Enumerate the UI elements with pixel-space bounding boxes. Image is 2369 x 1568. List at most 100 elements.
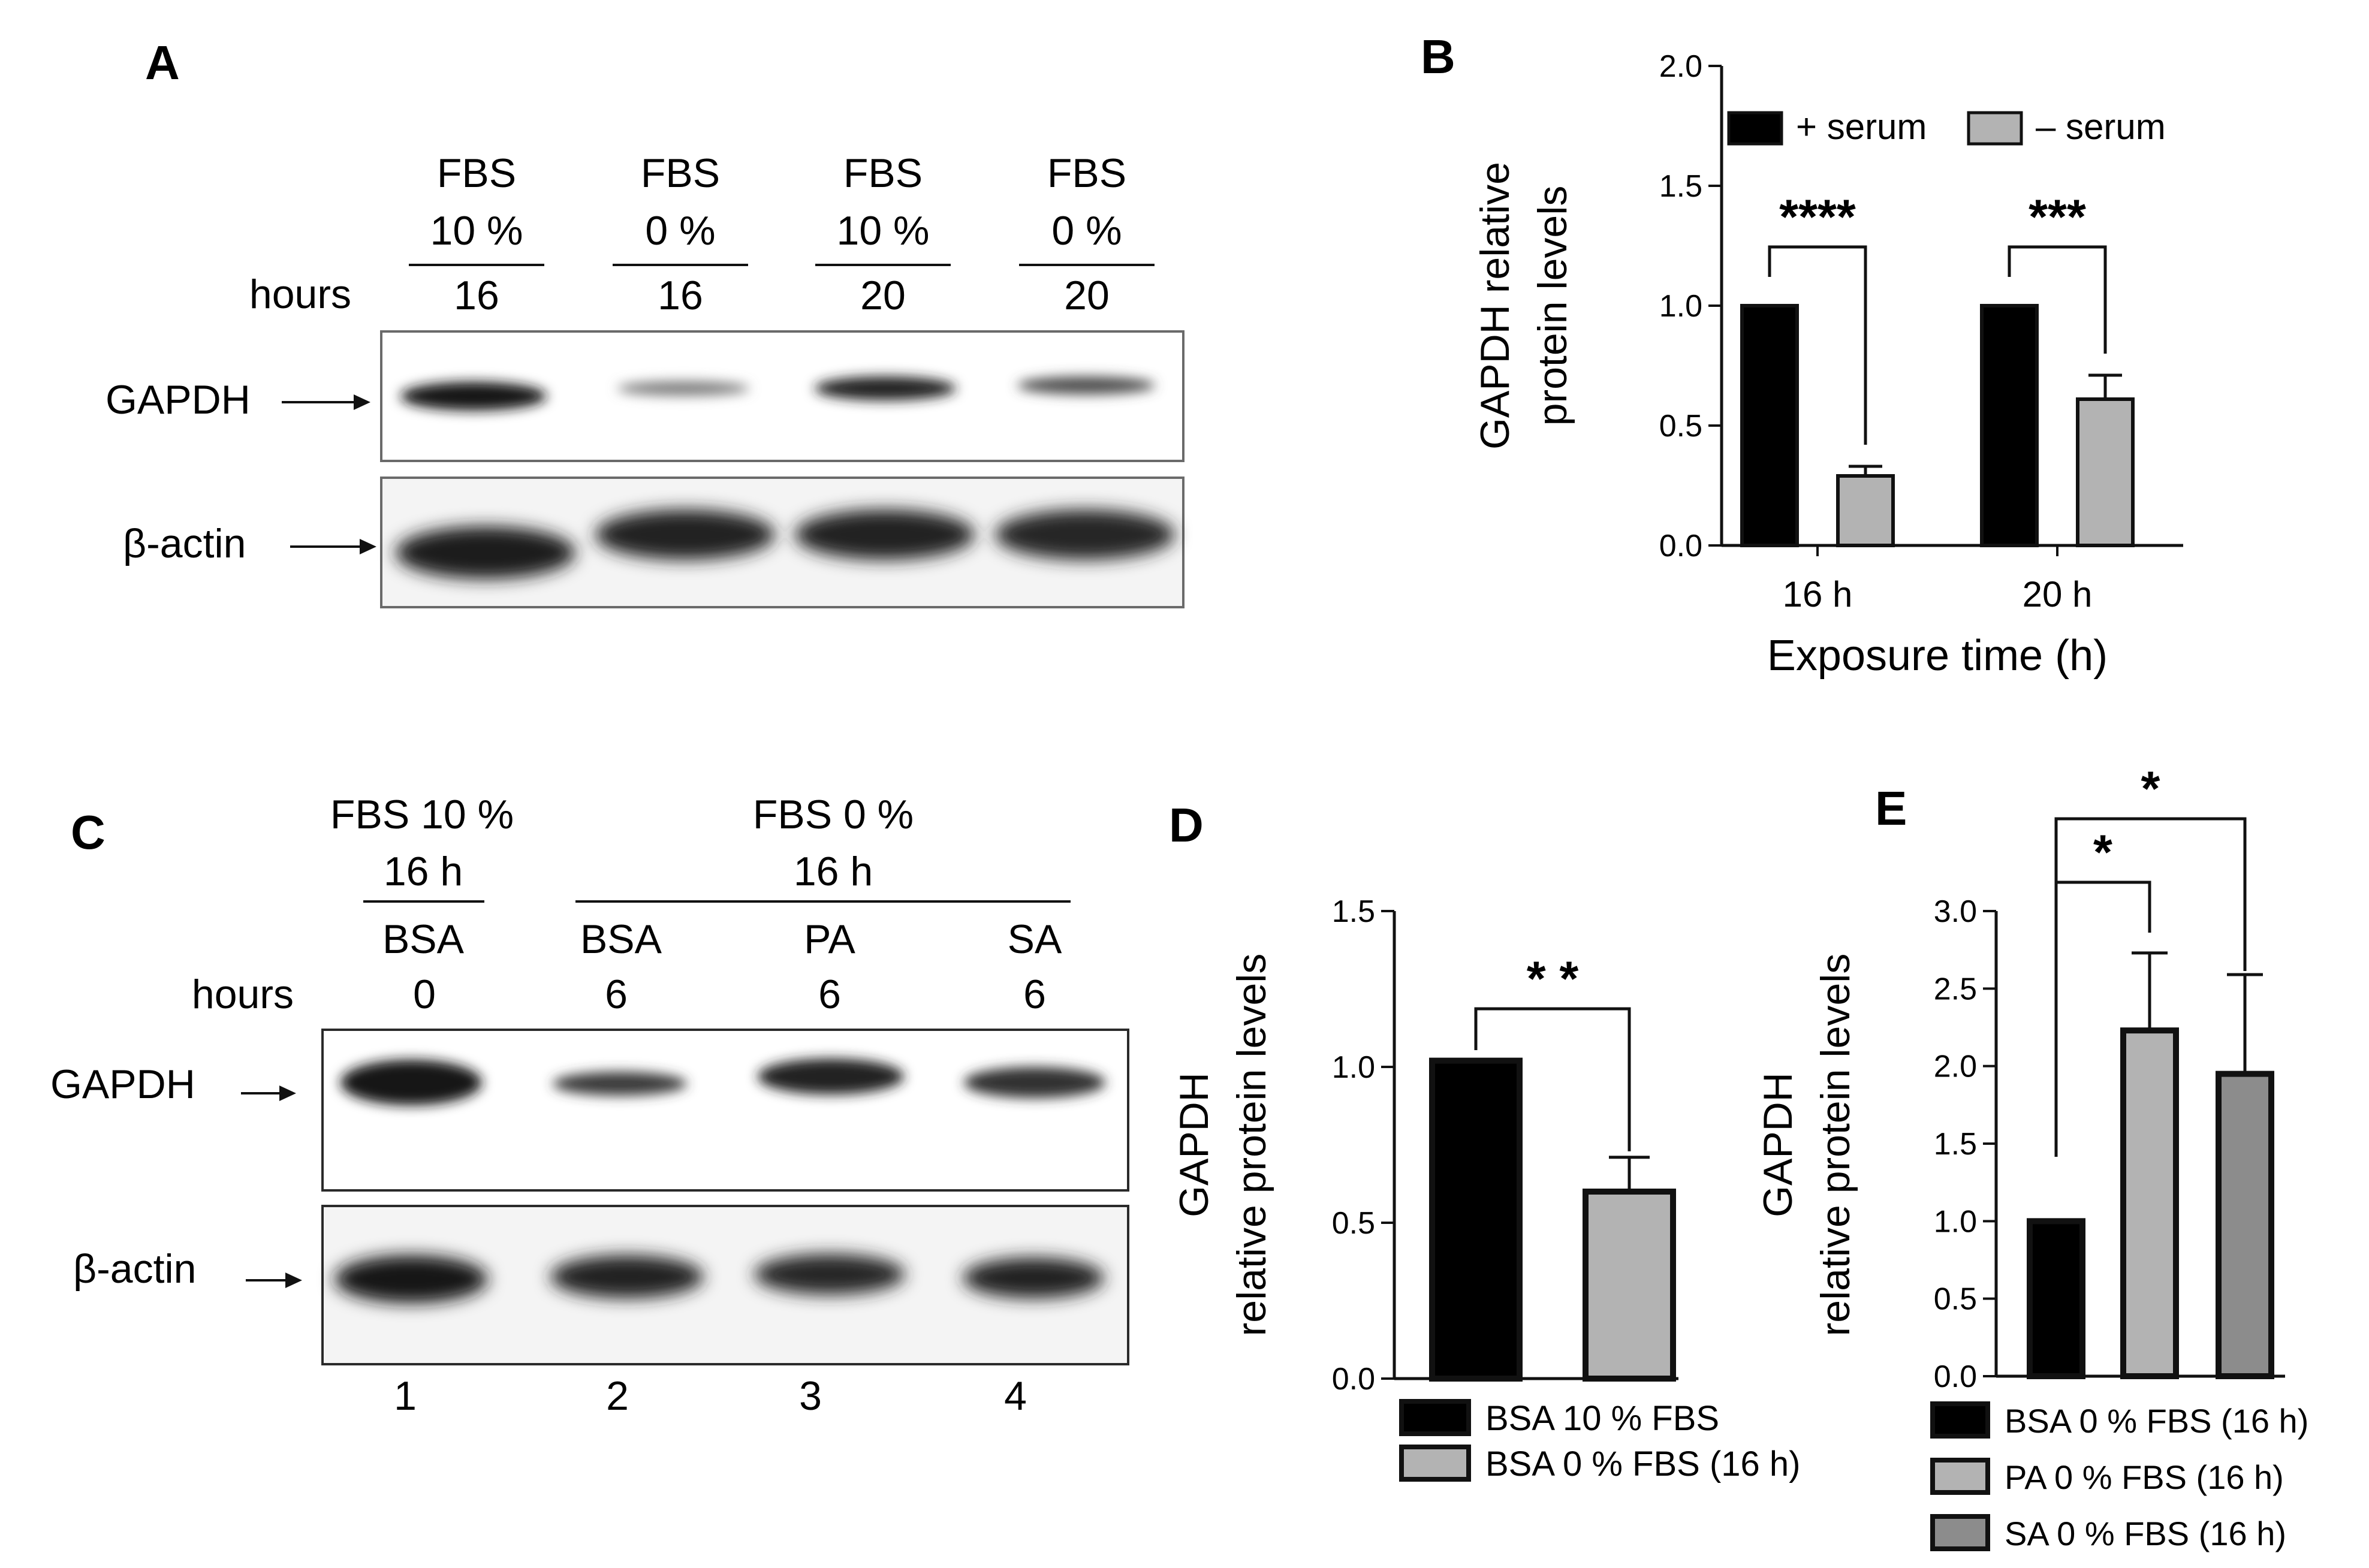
- lane-c2-treatment: BSA: [580, 916, 662, 962]
- band-a-gapdh-1: [400, 382, 547, 411]
- chart-e-significance-label: *: [2141, 762, 2160, 816]
- chart-e-y-tick-label: 2.0: [1934, 1050, 1977, 1084]
- chart-e-significance-label: *: [2093, 825, 2112, 880]
- band-c-actin-1: [334, 1255, 488, 1303]
- panel-c-gapdh-arrow-head: [279, 1085, 296, 1101]
- chart-e-legend-label: SA 0 % FBS (16 h): [2005, 1515, 2286, 1552]
- lane-c2-hours: 6: [605, 972, 628, 1017]
- chart-e-y-tick-label: 2.5: [1934, 972, 1977, 1006]
- chart-e-legend-label: BSA 0 % FBS (16 h): [2005, 1402, 2308, 1440]
- chart-d-significance-label: * *: [1527, 952, 1579, 1006]
- panel-a-lane-headers: FBS 10 % 16 FBS 0 % 16 FBS 10 % 20 FBS 0…: [409, 150, 1155, 318]
- lane-a4-fbs-value: 0 %: [1051, 208, 1122, 254]
- chart-b-y-tick-label: 1.0: [1659, 289, 1702, 324]
- chart-b-x-tick-label: 16 h: [1783, 574, 1853, 614]
- lane-a3-fbs-label: FBS: [843, 150, 923, 196]
- blot-a-actin-bands: [396, 509, 1175, 579]
- chart-d-bar: [1583, 1189, 1676, 1382]
- band-a-actin-1: [396, 526, 575, 579]
- lane-c3-hours: 6: [818, 972, 841, 1017]
- panel-letter-b: B: [1421, 30, 1455, 83]
- blot-c-actin-bands: [334, 1254, 1104, 1303]
- band-c-actin-3: [754, 1254, 905, 1295]
- blot-a-gapdh-bands: [400, 376, 1155, 411]
- panel-letter-d: D: [1169, 798, 1204, 852]
- group1-title: FBS 10 %: [330, 792, 514, 837]
- panel-c-actin-label: β-actin: [73, 1246, 196, 1292]
- lane-a2-fbs-value: 0 %: [645, 208, 715, 254]
- lane-a1-fbs-value: 10 %: [430, 208, 523, 254]
- chart-b-y-tick-label: 1.5: [1659, 169, 1702, 204]
- chart-e-bar: [2216, 1071, 2274, 1379]
- band-c-gapdh-1: [340, 1060, 482, 1105]
- lane-c1-hours: 0: [413, 972, 436, 1017]
- panel-letter-c: C: [71, 806, 106, 859]
- chart-e-legend-swatch: [1930, 1401, 1990, 1439]
- lane-a4-fbs-label: FBS: [1047, 150, 1126, 196]
- lane-a2-fbs-label: FBS: [641, 150, 720, 196]
- panel-c-hours-label: hours: [192, 972, 294, 1017]
- panel-a-actin-arrow-head: [360, 539, 376, 554]
- panel-letter-a: A: [145, 36, 180, 89]
- chart-e-y-tick-label: 1.0: [1934, 1204, 1977, 1239]
- lane-a2-hours: 16: [658, 273, 703, 318]
- chart-d-significance-bracket: [1474, 1007, 1631, 1151]
- blot-c-gapdh-frame: [321, 1029, 1129, 1192]
- chart-b-y-axis-label: GAPDH relative: [1472, 162, 1518, 450]
- chart-e-bar: [2027, 1218, 2085, 1380]
- panel-a-actin-label: β-actin: [123, 521, 246, 566]
- chart-b-significance-label: ****: [1779, 190, 1856, 245]
- chart-b-legend-label-plus-serum: + serum: [1796, 107, 1927, 147]
- chart-e-y-tick-label: 3.0: [1934, 894, 1977, 929]
- chart-d-y-tick-label: 1.0: [1332, 1050, 1375, 1085]
- chart-e-y-axis-label: relative protein levels: [1813, 954, 1858, 1337]
- chart-d-legend-label: BSA 10 % FBS: [1485, 1399, 1719, 1438]
- lane-c1-number: 1: [394, 1373, 417, 1419]
- chart-b: 0.0 0.5 1.0 1.5 2.0 GAPDH relative protein lev…: [1472, 49, 2183, 680]
- chart-d-y-tick-label: 1.5: [1332, 894, 1375, 929]
- panel-c: C FBS 10 % 16 h FBS 0 % 16 h BSA BSA PA …: [50, 792, 1129, 1419]
- chart-d-bar: [1429, 1057, 1523, 1382]
- lane-c3-number: 3: [799, 1373, 822, 1419]
- lane-a3-hours: 20: [860, 273, 906, 318]
- chart-e-legend-swatch: [1930, 1458, 1990, 1495]
- band-c-actin-2: [550, 1255, 704, 1298]
- lane-c2-number: 2: [606, 1373, 629, 1419]
- chart-e-bar: [2120, 1027, 2179, 1379]
- group2-time: 16 h: [794, 849, 873, 894]
- lane-a3-fbs-value: 10 %: [837, 208, 930, 254]
- panel-c-headers: FBS 10 % 16 h FBS 0 % 16 h BSA BSA PA SA…: [330, 792, 1071, 1419]
- chart-e-y-tick-label: 0.0: [1934, 1359, 1977, 1394]
- band-a-actin-3: [795, 509, 975, 560]
- chart-b-legend-swatch-minus-serum: [1967, 111, 2023, 146]
- group2-title: FBS 0 %: [753, 792, 914, 837]
- chart-e: 0.0 0.5 1.0 1.5 2.0 2.5 3.0 GAPDH relative prote…: [1755, 762, 2308, 1552]
- chart-d-legend-swatch: [1399, 1445, 1471, 1482]
- panel-a-gapdh-label: GAPDH: [106, 377, 251, 423]
- chart-b-y-axis-label: protein levels: [1530, 186, 1575, 426]
- lane-a1-hours: 16: [454, 273, 499, 318]
- chart-b-y-tick-label: 2.0: [1659, 49, 1702, 84]
- panel-a: A FBS 10 % 16 FBS 0 % 16 FBS 10 % 20 FBS…: [106, 36, 1184, 608]
- chart-b-bar-plus-serum: [1740, 304, 1799, 547]
- chart-b-significance-bracket: [2008, 245, 2107, 354]
- chart-b-y-tick-label: 0.5: [1659, 409, 1702, 444]
- chart-e-legend-label: PA 0 % FBS (16 h): [2005, 1458, 2284, 1496]
- chart-b-legend-swatch-plus-serum: [1727, 111, 1783, 146]
- chart-d-y-axis-label: relative protein levels: [1229, 954, 1274, 1337]
- band-a-gapdh-4: [1017, 376, 1155, 394]
- chart-b-legend-label-minus-serum: – serum: [2036, 107, 2166, 147]
- chart-b-bar-minus-serum: [1836, 474, 1895, 547]
- chart-b-significance-label: ***: [2029, 190, 2086, 245]
- chart-e-y-tick-label: 1.5: [1934, 1127, 1977, 1162]
- band-a-gapdh-3: [815, 376, 956, 400]
- panel-a-gapdh-arrow-head: [354, 394, 370, 410]
- chart-e-legend-swatch: [1930, 1514, 1990, 1551]
- chart-b-x-tick-label: 20 h: [2023, 574, 2093, 614]
- chart-d-y-tick-label: 0.5: [1332, 1206, 1375, 1241]
- chart-e-y-tick-label: 0.5: [1934, 1282, 1977, 1317]
- band-c-gapdh-3: [758, 1059, 904, 1094]
- lane-c4-treatment: SA: [1008, 916, 1062, 962]
- chart-d-y-tick-label: 0.0: [1332, 1362, 1375, 1397]
